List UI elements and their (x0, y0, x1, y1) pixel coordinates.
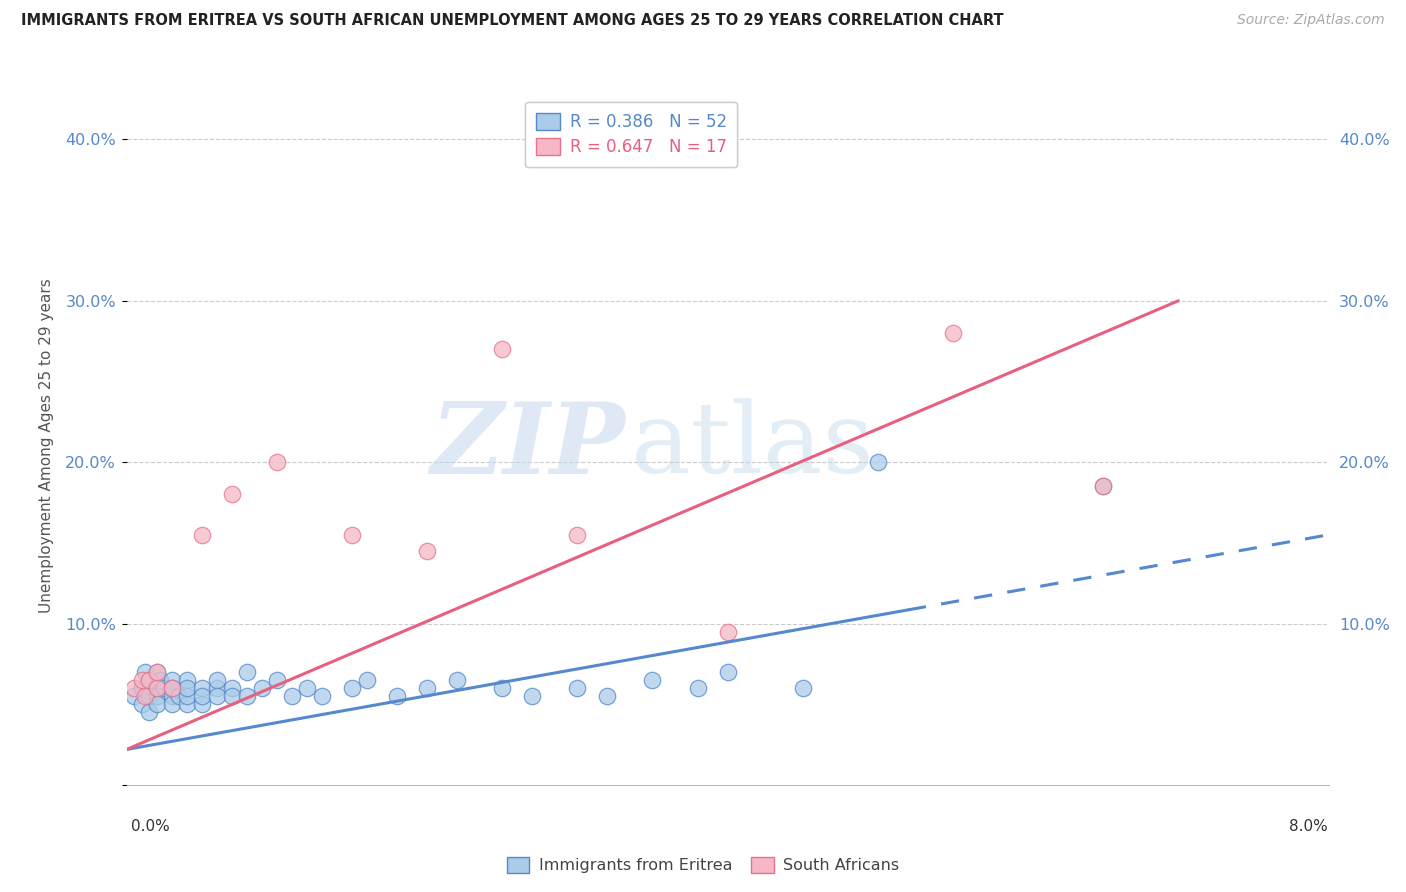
Point (131, 698, 153, 712)
Point (149, 673, 172, 687)
Point (567, 681, 589, 695)
Point (385, 689, 408, 703)
Point (190, 528, 212, 542)
Point (122, 689, 145, 703)
Point (221, 487, 243, 501)
Text: IMMIGRANTS FROM ERITREA VS SOUTH AFRICAN UNEMPLOYMENT AMONG AGES 25 TO 29 YEARS : IMMIGRANTS FROM ERITREA VS SOUTH AFRICAN… (21, 13, 1004, 29)
Point (942, 326, 965, 340)
Point (145, 698, 167, 712)
Point (266, 455, 288, 469)
Point (641, 673, 664, 687)
Point (311, 689, 333, 703)
Point (1092, 479, 1115, 493)
Point (160, 673, 183, 687)
Text: ZIP: ZIP (430, 398, 626, 494)
Point (266, 673, 288, 687)
Point (145, 689, 167, 703)
Point (134, 689, 156, 703)
Point (416, 544, 439, 558)
Point (160, 698, 183, 712)
Point (160, 681, 183, 695)
Point (122, 681, 145, 695)
Point (596, 689, 619, 703)
Point (491, 342, 513, 356)
Point (491, 681, 513, 695)
Point (145, 681, 167, 695)
Point (792, 681, 814, 695)
Text: 0.0%: 0.0% (131, 819, 170, 834)
Point (235, 665, 259, 679)
Point (134, 665, 156, 679)
Point (1092, 479, 1115, 493)
Point (716, 665, 740, 679)
Point (340, 681, 363, 695)
Text: Source: ZipAtlas.com: Source: ZipAtlas.com (1237, 13, 1385, 28)
Point (235, 689, 259, 703)
Point (866, 455, 889, 469)
Point (716, 624, 740, 639)
Point (131, 681, 153, 695)
Point (340, 528, 363, 542)
Point (138, 689, 160, 703)
Point (522, 689, 544, 703)
Point (567, 528, 589, 542)
Point (221, 681, 243, 695)
Point (138, 673, 160, 687)
Point (281, 689, 304, 703)
Point (145, 665, 167, 679)
Point (205, 673, 228, 687)
Legend: R = 0.386   N = 52, R = 0.647   N = 17: R = 0.386 N = 52, R = 0.647 N = 17 (526, 102, 738, 168)
Point (131, 673, 153, 687)
Point (190, 689, 212, 703)
Text: 8.0%: 8.0% (1288, 819, 1327, 834)
Point (356, 673, 378, 687)
Point (205, 689, 228, 703)
Point (446, 673, 468, 687)
Point (205, 681, 228, 695)
Y-axis label: Unemployment Among Ages 25 to 29 years: Unemployment Among Ages 25 to 29 years (39, 278, 55, 614)
Point (160, 681, 183, 695)
Point (176, 681, 198, 695)
Point (221, 689, 243, 703)
Point (176, 698, 198, 712)
Point (416, 681, 439, 695)
Text: atlas: atlas (631, 398, 875, 494)
Point (145, 681, 167, 695)
Point (295, 681, 318, 695)
Legend: Immigrants from Eritrea, South Africans: Immigrants from Eritrea, South Africans (501, 850, 905, 880)
Point (153, 681, 176, 695)
Point (176, 673, 198, 687)
Point (167, 689, 190, 703)
Point (190, 698, 212, 712)
Point (160, 689, 183, 703)
Point (190, 681, 212, 695)
Point (145, 665, 167, 679)
Point (686, 681, 709, 695)
Point (250, 681, 273, 695)
Point (138, 673, 160, 687)
Point (176, 689, 198, 703)
Point (138, 706, 160, 720)
